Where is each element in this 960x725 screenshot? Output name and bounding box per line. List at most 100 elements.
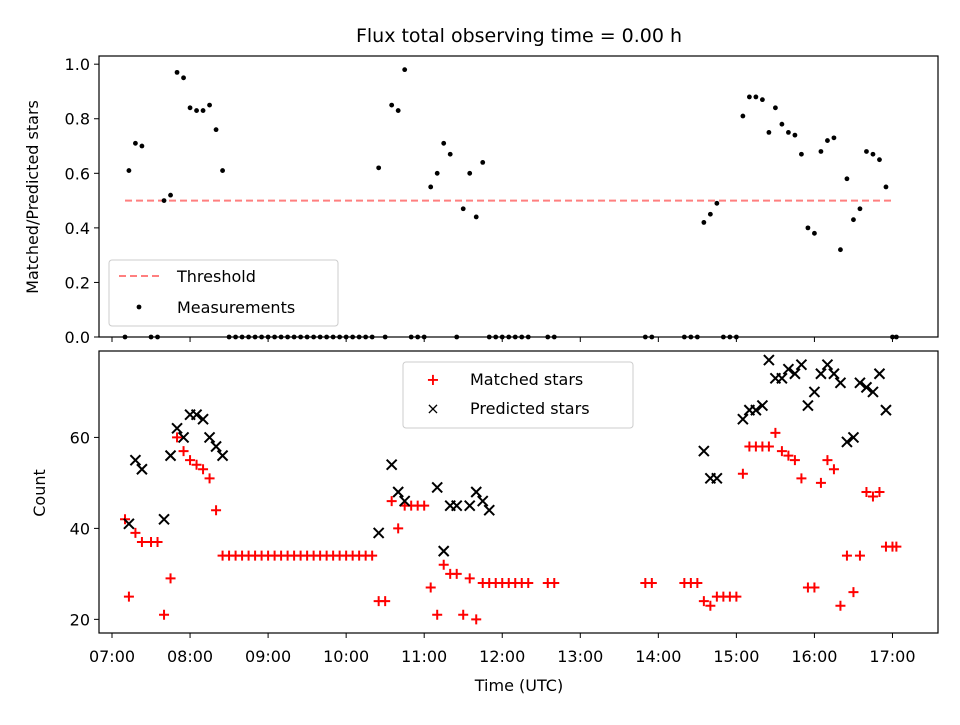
matched-point xyxy=(471,614,482,625)
predicted-point xyxy=(372,527,385,539)
predicted-point xyxy=(197,413,209,425)
bottom-y-tick-label: 40 xyxy=(70,519,90,538)
matched-point xyxy=(130,527,141,538)
predicted-point xyxy=(802,399,814,412)
predicted-point xyxy=(776,372,788,384)
top-y-tick-label: 1.0 xyxy=(65,55,90,74)
predicted-point xyxy=(756,399,769,412)
top-y-tick-label: 0.4 xyxy=(65,219,90,238)
bottom-y-axis-label: Count xyxy=(30,469,49,517)
top-y-tick-label: 0.0 xyxy=(65,328,90,347)
measurement-point xyxy=(126,168,132,173)
matched-point xyxy=(867,491,878,502)
predicted-point xyxy=(834,377,847,389)
predicted-point xyxy=(880,404,892,416)
measurements-legend-marker xyxy=(136,304,142,310)
matched-point xyxy=(159,609,170,620)
measurement-point xyxy=(174,69,180,75)
matched-point xyxy=(380,596,391,607)
matched-point xyxy=(211,505,222,516)
predicted-point xyxy=(763,354,775,366)
measurement-point xyxy=(181,75,186,81)
matched-point xyxy=(523,577,534,588)
measurement-point xyxy=(187,105,193,111)
matched-point xyxy=(185,455,196,466)
measurement-point xyxy=(139,143,145,149)
matched-point xyxy=(165,573,176,584)
predicted-point xyxy=(821,358,834,371)
matched-point xyxy=(136,537,147,548)
measurement-point xyxy=(740,113,746,119)
measurement-point xyxy=(857,206,863,212)
matched-point xyxy=(393,523,404,534)
measurement-point xyxy=(753,94,759,100)
measurement-point xyxy=(460,206,466,212)
top-y-axis-label: Matched/Predicted stars xyxy=(23,100,42,294)
matched-point xyxy=(848,587,859,598)
matched-point xyxy=(776,446,787,457)
predicted-point xyxy=(477,495,489,507)
predicted-point xyxy=(171,422,183,435)
measurement-point xyxy=(864,149,869,154)
matched-point xyxy=(178,446,189,457)
top-y-tick-label: 0.6 xyxy=(65,164,90,183)
measurement-point xyxy=(759,97,765,103)
predicted-point xyxy=(437,545,450,557)
top-legend-box xyxy=(108,259,339,327)
matched-point xyxy=(386,496,397,507)
matched-point xyxy=(809,582,820,593)
measurement-point xyxy=(467,170,473,176)
matched-point xyxy=(770,427,781,438)
matched-point xyxy=(731,591,742,602)
x-tick-label: 08:00 xyxy=(167,647,213,666)
measurement-point xyxy=(883,184,889,190)
measurement-point xyxy=(792,132,798,138)
measurement-point xyxy=(220,168,225,173)
measurement-point xyxy=(389,102,395,108)
top-plot: 0.0 0.2 0.4 0.6 0.8 1.0 Matched/Predicted sta… xyxy=(23,55,939,347)
measurement-point xyxy=(480,159,486,165)
bottom-legend-box xyxy=(402,361,634,429)
matched-point xyxy=(549,577,560,588)
chart-title: Flux total observing time = 0.00 h xyxy=(356,25,682,47)
measurement-point xyxy=(168,192,173,198)
measurement-point xyxy=(194,108,199,113)
top-axis-ticks: 0.0 0.2 0.4 0.6 0.8 1.0 xyxy=(65,55,893,347)
x-tick-label: 12:00 xyxy=(479,647,525,666)
matched-point xyxy=(891,541,902,552)
matched-point xyxy=(172,432,183,443)
x-tick-label: 14:00 xyxy=(635,647,681,666)
predicted-point xyxy=(873,368,886,380)
bottom-y-tick-label: 60 xyxy=(70,428,90,447)
measurement-point xyxy=(838,247,843,253)
predicted-point xyxy=(483,504,495,516)
x-tick-label: 07:00 xyxy=(89,647,135,666)
predicted-point xyxy=(464,499,476,512)
measurement-point xyxy=(207,102,212,108)
predicted-point xyxy=(867,386,879,398)
matched-point xyxy=(835,600,846,611)
matched-point xyxy=(828,464,839,475)
top-y-tick-label: 0.8 xyxy=(65,110,90,129)
measurement-point xyxy=(746,94,752,100)
matched-point xyxy=(123,591,134,602)
predicted-legend-label: Predicted stars xyxy=(470,399,590,418)
matched-point xyxy=(198,464,209,475)
measurement-point xyxy=(786,129,791,135)
matched-point xyxy=(646,577,657,588)
matched-point xyxy=(425,582,436,593)
predicted-point xyxy=(841,436,853,448)
measurement-point xyxy=(773,105,778,111)
predicted-point xyxy=(470,486,482,498)
predicted-point xyxy=(177,431,190,444)
matched-point xyxy=(458,609,469,620)
measurement-point xyxy=(870,151,876,157)
measurement-point xyxy=(441,140,447,146)
predicted-point xyxy=(451,499,463,512)
matched-point xyxy=(763,441,774,452)
x-tick-label: 09:00 xyxy=(245,647,291,666)
measurement-point xyxy=(805,225,811,231)
predicted-point xyxy=(123,518,135,530)
matched-point xyxy=(783,450,794,461)
measurement-point xyxy=(877,157,882,163)
